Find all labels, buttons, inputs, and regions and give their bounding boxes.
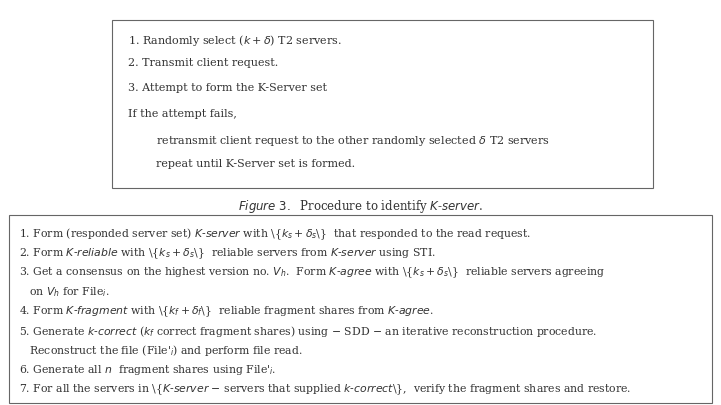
- Text: $\mathit{Figure\ 3.}$  Procedure to identify $\mathit{K}$-$\mathit{server}$.: $\mathit{Figure\ 3.}$ Procedure to ident…: [238, 198, 483, 215]
- Text: 6. Generate all $n$  fragment shares using File'$_i$.: 6. Generate all $n$ fragment shares usin…: [19, 363, 276, 377]
- Text: If the attempt fails,: If the attempt fails,: [128, 109, 236, 119]
- Text: 7. For all the servers in \{$\mathit{K}$-$\mathit{server}$ $-$ servers that supp: 7. For all the servers in \{$\mathit{K}$…: [19, 382, 631, 397]
- Text: 1. Randomly select ($k + \delta$) T2 servers.: 1. Randomly select ($k + \delta$) T2 ser…: [128, 33, 342, 48]
- Text: retransmit client request to the other randomly selected $\delta$ T2 servers: retransmit client request to the other r…: [128, 134, 549, 148]
- Text: 1. Form (responded server set) $\mathit{K}$-$\mathit{server}$ with \{$k_s + \del: 1. Form (responded server set) $\mathit{…: [19, 227, 531, 242]
- FancyBboxPatch shape: [9, 215, 712, 403]
- Text: 4. Form $\mathit{K}$-$\mathit{fragment}$ with \{$k_f + \delta_f$\}  reliable fra: 4. Form $\mathit{K}$-$\mathit{fragment}$…: [19, 305, 434, 319]
- Text: repeat until K-Server set is formed.: repeat until K-Server set is formed.: [128, 159, 355, 169]
- Text: 3. Get a consensus on the highest version no. $V_h$.  Form $\mathit{K}$-$\mathit: 3. Get a consensus on the highest versio…: [19, 266, 605, 280]
- Text: 5. Generate $\mathit{k}$-$\mathit{correct}$ ($k_f$ correct fragment shares) usin: 5. Generate $\mathit{k}$-$\mathit{correc…: [19, 324, 597, 339]
- FancyBboxPatch shape: [112, 20, 653, 188]
- Text: Reconstruct the file (File'$_i$) and perform file read.: Reconstruct the file (File'$_i$) and per…: [19, 343, 302, 358]
- Text: 3. Attempt to form the K-Server set: 3. Attempt to form the K-Server set: [128, 83, 327, 94]
- Text: 2. Form $\mathit{K}$-$\mathit{reliable}$ with \{$k_s + \delta_s$\}  reliable ser: 2. Form $\mathit{K}$-$\mathit{reliable}$…: [19, 246, 435, 261]
- Text: 2. Transmit client request.: 2. Transmit client request.: [128, 58, 278, 68]
- Text: on $V_h$ for File$_i$.: on $V_h$ for File$_i$.: [19, 285, 109, 299]
